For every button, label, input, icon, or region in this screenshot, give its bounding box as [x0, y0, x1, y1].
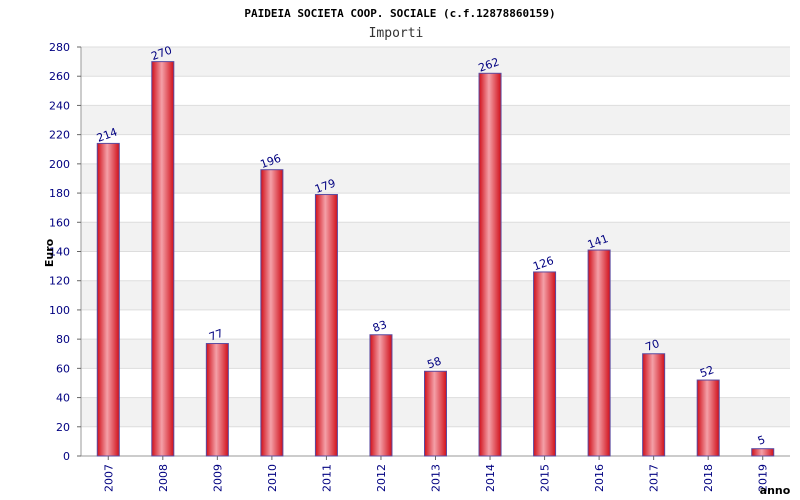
bar — [533, 271, 557, 457]
x-tick-label: 2007 — [102, 464, 115, 492]
background-band — [81, 280, 790, 310]
x-tick-label: 2017 — [648, 464, 661, 492]
y-tick-label: 220 — [49, 129, 70, 142]
y-tick-label: 280 — [49, 41, 70, 54]
value-label: 83 — [371, 318, 389, 335]
x-tick-label: 2013 — [430, 464, 443, 492]
bar — [751, 448, 775, 457]
value-label: 58 — [426, 354, 444, 371]
background-band — [81, 105, 790, 135]
background-bands — [81, 47, 790, 427]
bar — [314, 194, 338, 457]
x-tick-label: 2018 — [702, 464, 715, 492]
y-tick-label: 20 — [56, 421, 70, 434]
bar — [205, 343, 229, 457]
y-axis-label: Euro — [43, 238, 56, 267]
x-tick-label: 2011 — [320, 464, 333, 492]
chart-title: PAIDEIA SOCIETA COOP. SOCIALE (c.f.12878… — [244, 7, 555, 20]
bar — [478, 72, 502, 457]
background-band — [81, 222, 790, 252]
bars — [96, 61, 775, 457]
background-band — [81, 47, 790, 77]
x-tick-label: 2016 — [593, 464, 606, 492]
value-label: 77 — [207, 327, 225, 344]
x-tick-label: 2008 — [157, 464, 170, 492]
gridlines — [81, 46, 790, 457]
value-label: 52 — [698, 363, 716, 380]
x-axis-label: anno — [760, 484, 791, 497]
y-tick-label: 180 — [49, 187, 70, 200]
bar — [642, 353, 666, 457]
y-tick-label: 140 — [49, 246, 70, 259]
y-tick-label: 60 — [56, 362, 70, 375]
bar — [424, 370, 447, 457]
chart-subtitle: Importi — [369, 26, 424, 41]
y-tick-label: 200 — [49, 158, 70, 171]
background-band — [81, 163, 790, 194]
x-tick-label: 2010 — [266, 464, 279, 492]
y-axis-ticks: 0 20 40 60 80 100 120 140 160 180 200 220 240 260 280 — [49, 41, 81, 463]
y-tick-label: 260 — [49, 70, 70, 83]
x-tick-label: 2019 — [757, 464, 770, 492]
value-label: 5 — [756, 433, 767, 448]
x-axis-ticks: 2007 2008 2009 2010 2011 2012 2013 2014 2015 2016… — [102, 456, 770, 492]
y-tick-label: 40 — [56, 392, 70, 405]
y-tick-label: 80 — [56, 333, 70, 346]
y-tick-label: 240 — [49, 99, 70, 112]
value-label: 70 — [644, 337, 662, 354]
y-tick-label: 160 — [49, 216, 70, 229]
bar — [96, 142, 120, 457]
y-tick-label: 120 — [49, 275, 70, 288]
y-tick-label: 100 — [49, 304, 70, 317]
background-band — [81, 339, 790, 369]
y-tick-label: 0 — [63, 450, 70, 463]
bar — [260, 169, 284, 457]
x-tick-label: 2012 — [375, 464, 388, 492]
bar — [151, 61, 175, 457]
bar — [369, 334, 393, 457]
bar — [696, 379, 720, 457]
x-tick-label: 2009 — [211, 464, 224, 492]
x-tick-label: 2015 — [539, 464, 552, 492]
x-tick-label: 2014 — [484, 464, 497, 492]
bar — [587, 249, 611, 457]
value-label: 126 — [531, 254, 555, 273]
